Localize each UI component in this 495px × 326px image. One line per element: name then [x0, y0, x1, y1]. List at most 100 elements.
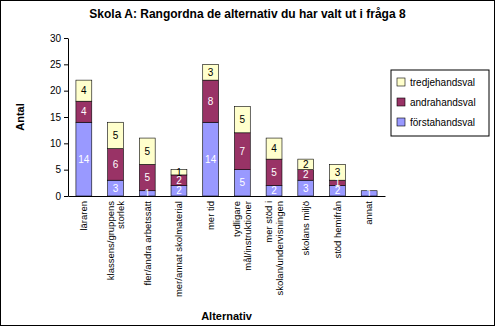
x-axis-line — [69, 196, 386, 197]
bar-segment — [108, 149, 124, 181]
y-tick-mark — [64, 117, 68, 118]
x-tick-label: tydligaremål/instruktioner — [231, 201, 252, 271]
y-tick-label: 0 — [55, 191, 61, 202]
y-tick-mark — [64, 143, 68, 144]
legend-label: andrahandsval — [410, 97, 476, 108]
x-tick: skolans miljö — [300, 196, 311, 255]
y-axis: 0 5 10 15 20 25 30 — [50, 33, 69, 202]
bar-segment — [203, 122, 219, 196]
data-label: 5 — [271, 167, 277, 178]
x-tick-label: läraren — [78, 201, 89, 231]
data-label: 3 — [335, 167, 341, 178]
x-tick-label: mer/annat skolmaterial — [173, 201, 184, 297]
x-tick: mer tid — [205, 196, 216, 230]
x-tick: fler/andra arbetssätt — [142, 196, 153, 286]
bar-segment — [108, 122, 124, 148]
data-label: 8 — [208, 96, 214, 107]
legend-swatch — [397, 118, 405, 126]
legend-item: andrahandsval — [397, 97, 476, 108]
bar-segment — [234, 170, 250, 196]
x-tick: klassens/gruppensstorlek — [105, 196, 126, 280]
data-label: 14 — [78, 154, 90, 165]
bar-segment — [76, 122, 92, 196]
bar-segment — [266, 159, 282, 185]
data-label: 2 — [176, 185, 182, 196]
bar-segment — [203, 64, 219, 80]
data-label: 1 — [366, 188, 372, 199]
y-tick-mark — [64, 38, 68, 39]
legend-label: tredjehandsval — [410, 77, 475, 88]
bar-segment — [76, 101, 92, 122]
plot: 1431214523214652875214551354230510152025… — [50, 33, 386, 297]
x-tick: tydligaremål/instruktioner — [231, 196, 252, 271]
legend-swatch — [397, 98, 405, 106]
x-axis-title: Alternativ — [201, 310, 253, 322]
data-label: 2 — [271, 185, 277, 196]
legend: tredjehandsval andrahandsval förstahandsva… — [391, 70, 489, 136]
bar-segment — [266, 185, 282, 196]
chart: Skola A: Rangordna de alternativ du har … — [0, 0, 495, 326]
y-tick-mark — [64, 170, 68, 171]
x-tick: annat — [363, 196, 374, 225]
y-tick-mark — [64, 196, 68, 197]
y-tick: 0 — [55, 191, 68, 202]
bar-segment — [298, 159, 314, 170]
y-tick-label: 30 — [50, 33, 62, 44]
x-tick-label: mer stöd iskolan/undervisningen — [263, 201, 284, 296]
data-label: 6 — [113, 159, 119, 170]
legend-box — [391, 70, 489, 136]
legend-label: förstahandsval — [410, 117, 475, 128]
bar-segment — [234, 133, 250, 170]
y-tick-label: 5 — [55, 164, 61, 175]
legend-item: förstahandsval — [397, 117, 475, 128]
x-tick: mer stöd iskolan/undervisningen — [263, 196, 284, 296]
data-label: 3 — [113, 183, 119, 194]
data-label: 2 — [303, 169, 309, 180]
y-tick-label: 25 — [50, 59, 62, 70]
data-label: 5 — [240, 114, 246, 125]
y-tick-label: 10 — [50, 138, 62, 149]
x-tick-label: fler/andra arbetssätt — [142, 201, 153, 286]
data-label: 3 — [303, 183, 309, 194]
data-label: 4 — [81, 85, 87, 96]
y-axis-title: Antal — [14, 103, 26, 131]
bar-segment — [139, 164, 155, 190]
x-axis: läraren klassens/gruppensstorlek fler/andr… — [69, 196, 386, 297]
y-tick: 10 — [50, 138, 68, 149]
data-label: 5 — [240, 177, 246, 188]
legend-item: tredjehandsval — [397, 77, 475, 88]
bar-segment — [266, 138, 282, 159]
data-label: 1 — [144, 188, 150, 199]
bar-segment — [298, 180, 314, 196]
x-tick-label: stöd hemifrån — [332, 201, 343, 259]
x-tick-label: skolans miljö — [300, 201, 311, 255]
title: Skola A: Rangordna de alternativ du har … — [89, 7, 406, 21]
bar-segment — [76, 80, 92, 101]
y-axis-line — [68, 39, 69, 197]
bar-segment — [171, 185, 187, 196]
data-label: 5 — [113, 130, 119, 141]
y-tick-label: 20 — [50, 85, 62, 96]
chart-border — [1, 1, 495, 326]
data-label: 1 — [176, 167, 182, 178]
x-tick-label: klassens/gruppensstorlek — [105, 201, 126, 280]
y-tick-mark — [64, 64, 68, 65]
x-tick: mer/annat skolmaterial — [173, 196, 184, 297]
legend-swatch — [397, 78, 405, 86]
data-label: 5 — [144, 172, 150, 183]
x-tick-label: annat — [363, 201, 374, 225]
data-label: 5 — [144, 146, 150, 157]
x-tick: läraren — [78, 196, 89, 231]
data-label: 3 — [208, 67, 214, 78]
data-label: 1 — [335, 177, 341, 188]
y-tick: 15 — [50, 112, 68, 123]
y-tick: 25 — [50, 59, 68, 70]
data-label: 14 — [205, 154, 217, 165]
data-label: 4 — [81, 106, 87, 117]
bar-segment — [139, 138, 155, 164]
bars — [76, 64, 377, 196]
data-labels: 143121452321465287521455135423 — [78, 67, 372, 199]
bar-segment — [234, 106, 250, 132]
bar-segment — [203, 80, 219, 122]
bar-segment — [298, 170, 314, 181]
